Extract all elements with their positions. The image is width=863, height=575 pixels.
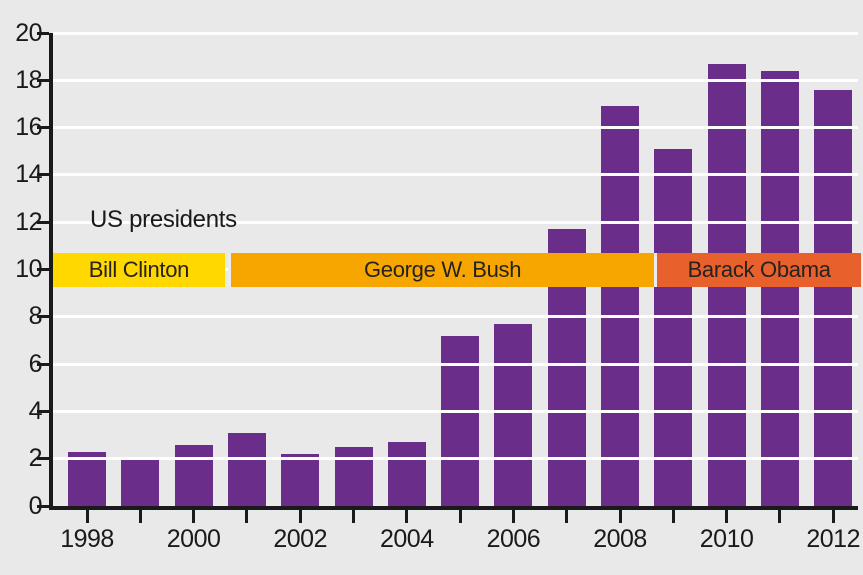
y-tick-label-10: 10 [15,255,42,283]
president-segment-2: George W. Bush [227,252,655,287]
y-tick-4 [37,409,49,413]
bar-1998 [68,451,106,506]
x-tick-2011 [778,510,782,523]
x-tick-label-2002: 2002 [273,525,327,553]
gridline-18 [53,78,858,82]
y-tick-label-20: 20 [15,18,42,47]
y-axis-line [49,33,53,510]
bar-2009 [654,148,693,506]
bar-2001 [227,432,266,506]
x-tick-label-2010: 2010 [699,525,754,553]
gridline-4 [53,409,858,413]
x-tick-label-2008: 2008 [593,525,647,553]
x-axis-line [49,506,858,510]
gridline-2 [53,457,858,461]
president-segment-1: Bill Clinton [53,252,225,287]
y-tick-16 [37,126,49,130]
gridline-16 [53,126,858,130]
x-tick-2002 [298,510,302,523]
x-tick-label-2004: 2004 [379,525,434,553]
y-tick-label-4: 4 [28,396,43,425]
y-tick-label-18: 18 [15,65,42,94]
x-tick-2003 [352,510,355,523]
bar-1999 [121,458,160,506]
x-tick-2007 [565,510,569,523]
x-tick-2000 [192,510,196,523]
y-tick-18 [37,78,49,82]
y-tick-label-6: 6 [28,349,43,378]
y-tick-label-16: 16 [15,113,42,142]
y-tick-label-0: 0 [28,491,43,520]
x-tick-2001 [245,510,249,523]
x-tick-2004 [405,510,409,523]
x-tick-2005 [458,510,462,523]
bar-2004 [387,442,426,506]
gridline-20 [53,31,858,35]
president-name-label: Barack Obama [687,256,831,282]
us-presidents-annotation: US presidents [90,206,237,233]
y-tick-label-8: 8 [28,302,43,331]
president-segment-3: Barack Obama [654,252,861,287]
y-tick-20 [37,31,49,35]
x-tick-2009 [671,510,675,523]
y-tick-label-2: 2 [28,444,43,473]
plot-area: Bill Clinton George W. Bush Barack Obama [53,31,861,506]
bar-2002 [281,453,320,506]
bar-2005 [441,335,480,506]
y-tick-label-12: 12 [15,207,42,236]
bar-2000 [174,444,213,506]
bar-2011 [760,70,799,506]
bar-2008 [601,106,639,506]
gridline-8 [53,315,858,319]
gridline-14 [53,173,858,177]
bar-2003 [334,446,373,506]
x-tick-2012 [831,510,835,523]
x-tick-2006 [511,510,515,523]
y-tick-12 [37,220,49,224]
y-tick-2 [37,457,49,461]
gridline-6 [53,362,858,366]
x-tick-label-1998: 1998 [60,525,114,553]
y-tick-10 [37,268,49,271]
x-tick-label-2006: 2006 [486,525,541,553]
x-tick-1998 [85,510,89,523]
president-name-label: George W. Bush [363,256,522,282]
x-tick-2008 [618,510,622,523]
y-tick-0 [37,504,49,508]
y-tick-6 [37,362,49,366]
bar-2006 [494,323,533,506]
x-tick-2010 [725,510,729,523]
x-tick-label-2000: 2000 [166,525,221,553]
x-tick-1999 [138,510,142,523]
x-tick-label-2012: 2012 [806,525,860,553]
gridline-12 [53,220,858,224]
y-tick-14 [37,173,49,177]
bar-2012 [814,89,853,506]
y-tick-8 [37,315,49,319]
y-tick-label-14: 14 [15,160,42,189]
president-name-label: Bill Clinton [88,256,190,282]
